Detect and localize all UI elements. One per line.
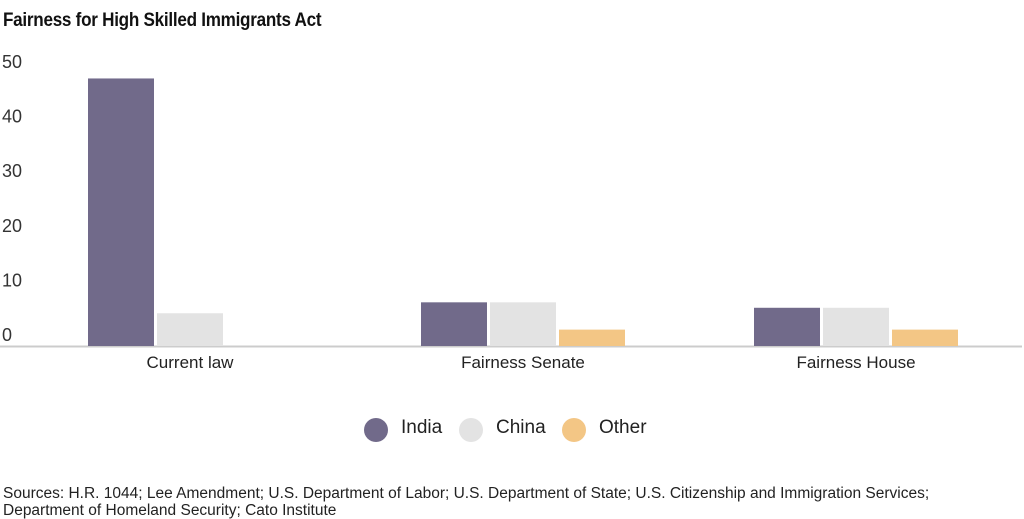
chart-title: Fairness for High Skilled Immigrants Act [3,10,322,31]
bar-other [559,329,625,346]
bar-india [754,307,820,346]
x-tick-label: Fairness House [796,353,915,372]
bar-india [421,302,487,346]
sources-note: Sources: H.R. 1044; Lee Amendment; U.S. … [3,485,930,519]
y-tick-label: 0 [2,325,12,345]
x-tick-label: Current law [147,353,235,372]
y-tick-label: 10 [2,270,22,290]
legend-swatch-china [459,418,483,442]
bar-other [892,329,958,346]
legend-label: China [496,417,546,438]
x-tick-label: Fairness Senate [461,353,585,372]
bar-china [157,313,223,346]
y-tick-label: 20 [2,216,22,236]
bar-china [490,302,556,346]
bar-india [88,78,154,347]
bar-china [823,307,889,346]
y-tick-label: 50 [2,52,22,72]
y-tick-label: 30 [2,161,22,181]
legend-swatch-india [364,418,388,442]
bar-chart: 0 10 20 30 40 50 Current law Fairness Senate Fai… [0,52,1022,442]
legend-label: India [401,417,443,438]
legend-swatch-other [562,418,586,442]
legend-label: Other [599,417,647,438]
y-tick-label: 40 [2,107,22,127]
